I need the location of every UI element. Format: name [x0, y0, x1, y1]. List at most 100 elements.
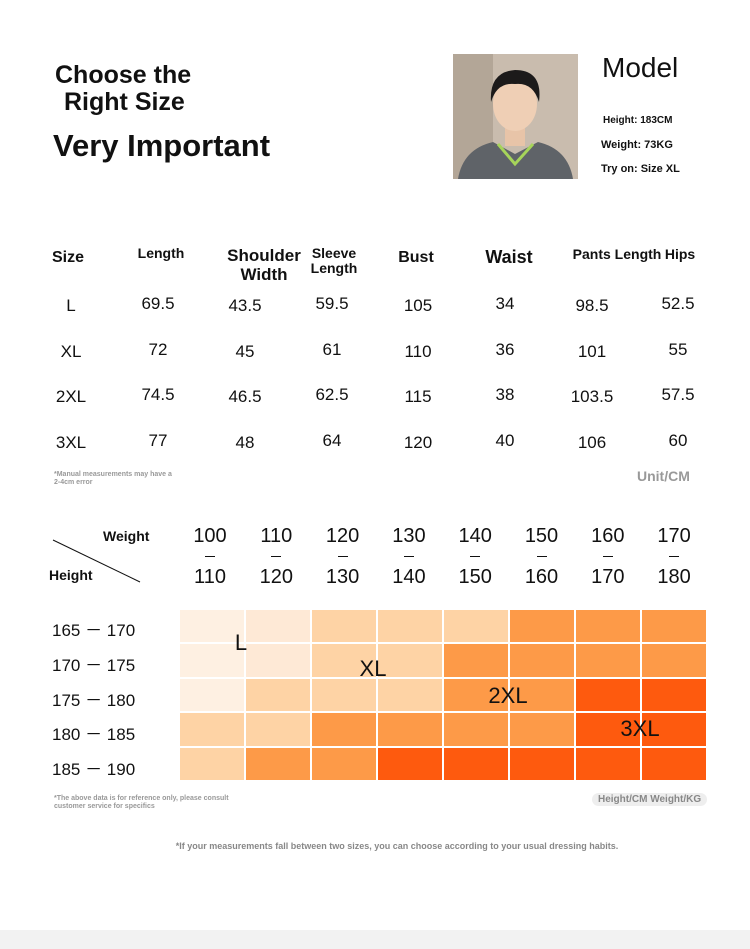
- grid-cell: [311, 609, 377, 644]
- table-unit: Unit/CM: [637, 468, 690, 484]
- size-label: XL: [359, 656, 387, 681]
- grid-cell: [443, 609, 509, 644]
- table-note: *Manual measurements may have a 2-4cm er…: [54, 471, 172, 486]
- model-height: Height: 183CM: [603, 115, 673, 126]
- bottom-bar: [0, 930, 750, 949]
- grid-cell: [641, 677, 707, 713]
- weight-to: 120: [259, 566, 293, 588]
- table-cell: 55: [668, 340, 688, 359]
- grid-cell: [245, 712, 311, 747]
- title-line: Right Size: [64, 88, 185, 116]
- weight-to: 180: [657, 566, 691, 588]
- height-range: 175 － 180: [52, 690, 136, 710]
- chart-unit: Height/CM Weight/KG: [592, 793, 708, 806]
- table-cell: 61: [322, 340, 342, 359]
- table-cell: 34: [495, 294, 515, 313]
- table-cell: 69.5: [141, 294, 175, 313]
- table-cell: 60: [668, 431, 688, 450]
- range-dash: [536, 556, 547, 557]
- grid-cell: [245, 643, 311, 678]
- table-header: Sleeve Length: [310, 245, 358, 276]
- weight-from: 170: [657, 525, 691, 547]
- table-cell: 106: [577, 433, 607, 452]
- weight-from: 160: [591, 525, 625, 547]
- table-cell: 74.5: [141, 385, 175, 404]
- grid-cell: [377, 643, 443, 678]
- table-cell: 72: [148, 340, 168, 359]
- grid-cell: [641, 712, 707, 747]
- grid-cell: [641, 643, 707, 678]
- weight-from: 110: [260, 525, 293, 547]
- weight-label: Weight: [103, 528, 150, 544]
- table-header: Hips: [664, 246, 696, 262]
- grid-cell: [443, 746, 509, 781]
- grid-cell: [311, 712, 377, 747]
- height-range: 185 － 190: [52, 760, 136, 780]
- weight-to: 140: [392, 566, 426, 588]
- table-cell: 98.5: [575, 296, 609, 315]
- weight-to: 160: [524, 566, 559, 588]
- size-cell: L: [66, 296, 76, 315]
- grid-cell: [575, 712, 641, 747]
- title-line: Choose the: [55, 61, 192, 89]
- grid-cell: [641, 609, 707, 644]
- grid-cell: [509, 609, 575, 644]
- grid-cell: [377, 609, 443, 644]
- model-label: Model: [602, 52, 679, 83]
- table-cell: 62.5: [315, 385, 349, 404]
- height-label: Height: [49, 567, 93, 583]
- grid-cell: [179, 643, 245, 678]
- grid-cell: [245, 609, 311, 644]
- grid-cell: [443, 712, 509, 747]
- table-cell: 115: [404, 387, 432, 406]
- table-cell: 110: [404, 342, 432, 361]
- weight-to: 110: [194, 566, 226, 588]
- grid-cell: [311, 746, 377, 781]
- grid-cell: [509, 712, 575, 747]
- table-cell: 57.5: [661, 385, 695, 404]
- grid-cell: [509, 677, 575, 713]
- footer-note: *If your measurements fall between two s…: [175, 841, 619, 851]
- grid-cell: [179, 712, 245, 747]
- table-header: Size: [51, 249, 85, 266]
- size-cell: 2XL: [55, 387, 87, 406]
- weight-to: 130: [325, 566, 360, 588]
- grid-cell: [179, 677, 245, 713]
- table-cell: 77: [148, 431, 168, 450]
- height-range: 165 － 170: [52, 621, 136, 640]
- grid-cell: [575, 643, 641, 678]
- table-cell: 103.5: [570, 387, 614, 406]
- range-dash: [602, 556, 613, 557]
- size-label: 3XL: [620, 716, 660, 741]
- range-dash: [470, 556, 481, 557]
- corner-diagonal: [52, 539, 141, 583]
- model-try-on: Try on: Size XL: [601, 163, 680, 175]
- table-cell: 52.5: [661, 294, 695, 313]
- table-header: Length: [137, 245, 185, 261]
- size-cell: 3XL: [55, 433, 87, 452]
- table-cell: 120: [403, 433, 433, 452]
- range-dash: [403, 556, 414, 557]
- grid-cell: [641, 746, 707, 781]
- table-header: Bust: [398, 249, 434, 266]
- table-cell: 64: [322, 431, 342, 450]
- grid-cell: [509, 746, 575, 781]
- weight-to: 170: [591, 566, 625, 588]
- grid-cell: [377, 746, 443, 781]
- range-dash: [271, 556, 282, 557]
- table-header: Shoulder Width: [227, 246, 301, 284]
- table-cell: 105: [403, 296, 433, 315]
- range-dash: [337, 556, 348, 557]
- range-dash: [669, 556, 680, 557]
- table-cell: 46.5: [228, 387, 262, 406]
- grid-cell: [443, 643, 509, 678]
- grid-cell: [575, 677, 641, 713]
- grid-cell: [311, 643, 377, 678]
- model-weight: Weight: 73KG: [601, 139, 673, 151]
- grid-cell: [377, 677, 443, 713]
- table-cell: 36: [495, 340, 515, 359]
- grid-cell: [311, 677, 377, 713]
- grid-cell: [245, 746, 311, 781]
- grid-cell: [245, 677, 311, 713]
